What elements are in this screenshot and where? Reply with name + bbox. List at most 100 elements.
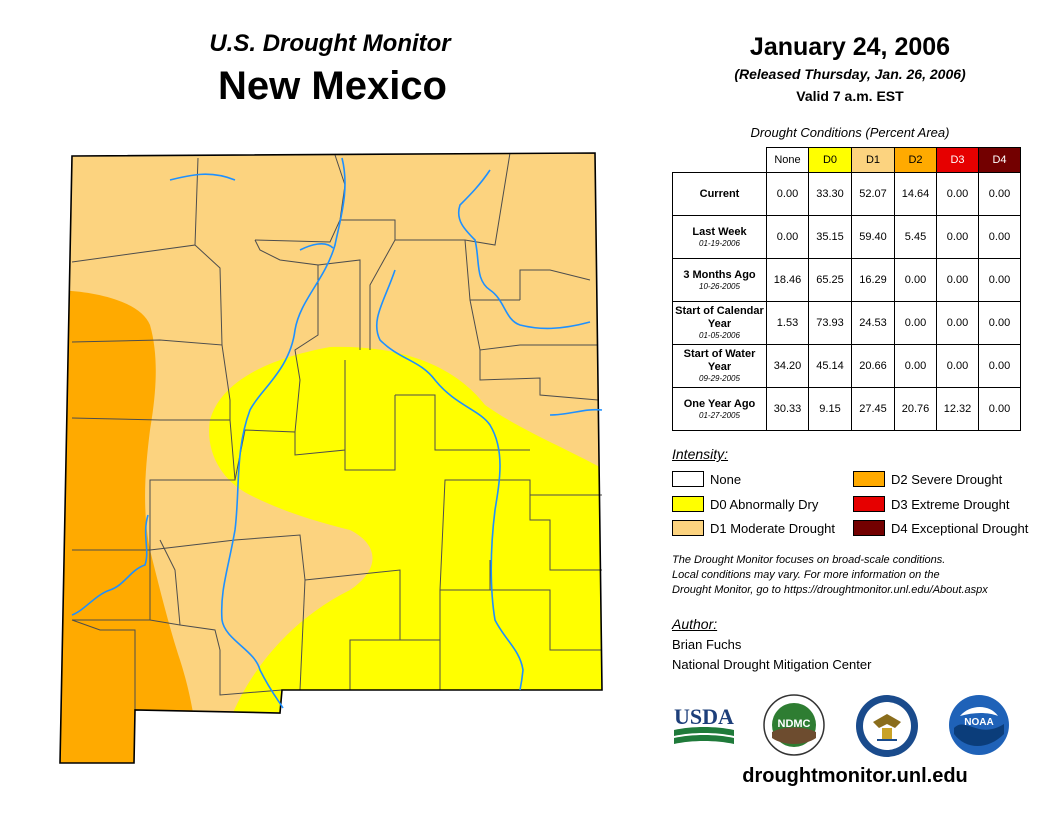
table-cell: 65.25 (808, 258, 852, 302)
d0-region (209, 346, 602, 720)
author-name: Brian Fuchs (672, 637, 742, 652)
row-label: One Year Ago 01-27-2005 (672, 387, 767, 431)
table-cell: 14.64 (894, 172, 937, 216)
website-link[interactable]: droughtmonitor.unl.edu (742, 765, 968, 787)
table-cell: 9.15 (808, 387, 852, 431)
note-line: Drought Monitor, go to https://droughtmo… (672, 584, 988, 596)
san-juan-river (169, 173, 236, 181)
table-cell: 0.00 (936, 344, 979, 388)
ndmc-logo: NDMC (763, 694, 825, 756)
col-header-none: None (766, 147, 809, 173)
noaa-logo: NOAA (949, 695, 1009, 755)
release-date: (Released Thursday, Jan. 26, 2006) (734, 66, 966, 82)
table-cell: 0.00 (936, 258, 979, 302)
table-cell: 0.00 (766, 215, 809, 259)
ndmc-logo-text: NDMC (778, 718, 811, 730)
col-header-d3: D3 (936, 147, 979, 173)
table-cell: 18.46 (766, 258, 809, 302)
noaa-logo-text: NOAA (964, 717, 993, 728)
table-cell: 0.00 (894, 258, 937, 302)
table-cell: 24.53 (851, 301, 895, 345)
table-cell: 1.53 (766, 301, 809, 345)
table-cell: 35.15 (808, 215, 852, 259)
row-date: 01-05-2006 (699, 331, 740, 340)
row-date: 10-26-2005 (699, 281, 740, 291)
col-header-d4: D4 (978, 147, 1021, 173)
row-date: 01-19-2006 (699, 238, 740, 248)
legend-swatch (853, 520, 885, 536)
table-row-start-water-year: Start of Water Year 09-29-2005 34.20 45.1… (672, 344, 1021, 388)
author-heading: Author: (672, 616, 718, 632)
row-label-text: 3 Months Ago (683, 268, 756, 281)
disclaimer-note: The Drought Monitor focuses on broad-sca… (672, 553, 1042, 598)
legend-label: None (710, 471, 742, 487)
pecos-river (375, 269, 524, 691)
note-line: The Drought Monitor focuses on broad-sca… (672, 554, 946, 566)
table-row-3-months-ago: 3 Months Ago 10-26-2005 18.46 65.25 16.29… (672, 258, 1021, 302)
legend-label: D3 Extreme Drought (891, 496, 1010, 512)
legend-item-d1: D1 Moderate Drought (672, 520, 835, 536)
d1-intrusion-east (530, 390, 602, 450)
row-label: Start of Water Year 09-29-2005 (672, 344, 767, 388)
row-label: Last Week 01-19-2006 (672, 215, 767, 259)
east-tributary (549, 408, 603, 416)
rivers (71, 157, 603, 709)
legend-swatch (672, 496, 704, 512)
table-cell: 59.40 (851, 215, 895, 259)
col-header-d2: D2 (894, 147, 937, 173)
row-label-text: One Year Ago (683, 397, 756, 410)
table-cell: 0.00 (978, 172, 1021, 216)
table-cell: 0.00 (936, 215, 979, 259)
row-label: 3 Months Ago 10-26-2005 (672, 258, 767, 302)
legend-item-d4: D4 Exceptional Drought (853, 520, 1028, 536)
row-label-text: Start of Water Year (683, 348, 756, 373)
gila-river (71, 514, 149, 616)
table-cell: 73.93 (808, 301, 852, 345)
table-cell: 52.07 (851, 172, 895, 216)
map-date: January 24, 2006 (749, 33, 951, 61)
table-row-current: Current 0.00 33.30 52.07 14.64 0.00 0.00 (672, 172, 1021, 216)
table-cell: 27.45 (851, 387, 895, 431)
valid-time: Valid 7 a.m. EST (796, 88, 904, 104)
chama-river (299, 243, 334, 251)
table-cell: 30.33 (766, 387, 809, 431)
table-cell: 45.14 (808, 344, 852, 388)
table-cell: 0.00 (978, 301, 1021, 345)
table-row-last-week: Last Week 01-19-2006 0.00 35.15 59.40 5.4… (672, 215, 1021, 259)
table-cell: 33.30 (808, 172, 852, 216)
map-subtitle: U.S. Drought Monitor (209, 30, 451, 57)
row-label: Start of Calendar Year 01-05-2006 (672, 301, 767, 345)
row-label: Current (672, 172, 767, 216)
table-cell: 0.00 (894, 301, 937, 345)
author-organization: National Drought Mitigation Center (672, 657, 872, 672)
legend-label: D0 Abnormally Dry (710, 496, 819, 512)
legend-label: D2 Severe Drought (891, 471, 1003, 487)
usda-logo: USDA (674, 704, 734, 744)
table-title: Drought Conditions (Percent Area) (750, 125, 950, 140)
legend-label: D4 Exceptional Drought (891, 520, 1029, 536)
table-cell: 0.00 (894, 344, 937, 388)
drought-conditions-table: None D0 D1 D2 D3 D4 Current 0.00 33.30 5… (672, 147, 1021, 431)
legend-label: D1 Moderate Drought (710, 520, 836, 536)
table-cell: 20.66 (851, 344, 895, 388)
table-cell: 0.00 (978, 344, 1021, 388)
row-label-text: Last Week (692, 225, 747, 238)
table-header-row: None D0 D1 D2 D3 D4 (673, 147, 1021, 173)
table-cell: 16.29 (851, 258, 895, 302)
table-cell: 0.00 (978, 387, 1021, 431)
table-cell: 0.00 (936, 301, 979, 345)
col-header-d1: D1 (851, 147, 895, 173)
new-mexico-drought-map (59, 152, 603, 764)
table-cell: 34.20 (766, 344, 809, 388)
canadian-river (457, 169, 591, 330)
col-header-d0: D0 (808, 147, 852, 173)
legend-item-none: None (672, 471, 741, 487)
commerce-eagle-icon (856, 695, 918, 757)
legend-swatch (853, 471, 885, 487)
table-cell: 12.32 (936, 387, 979, 431)
row-date: 01-27-2005 (699, 410, 740, 420)
table-row-start-calendar-year: Start of Calendar Year 01-05-2006 1.53 73… (672, 301, 1021, 345)
table-cell: 0.00 (766, 172, 809, 216)
table-corner (673, 148, 767, 173)
note-line: Local conditions may vary. For more info… (672, 569, 940, 581)
